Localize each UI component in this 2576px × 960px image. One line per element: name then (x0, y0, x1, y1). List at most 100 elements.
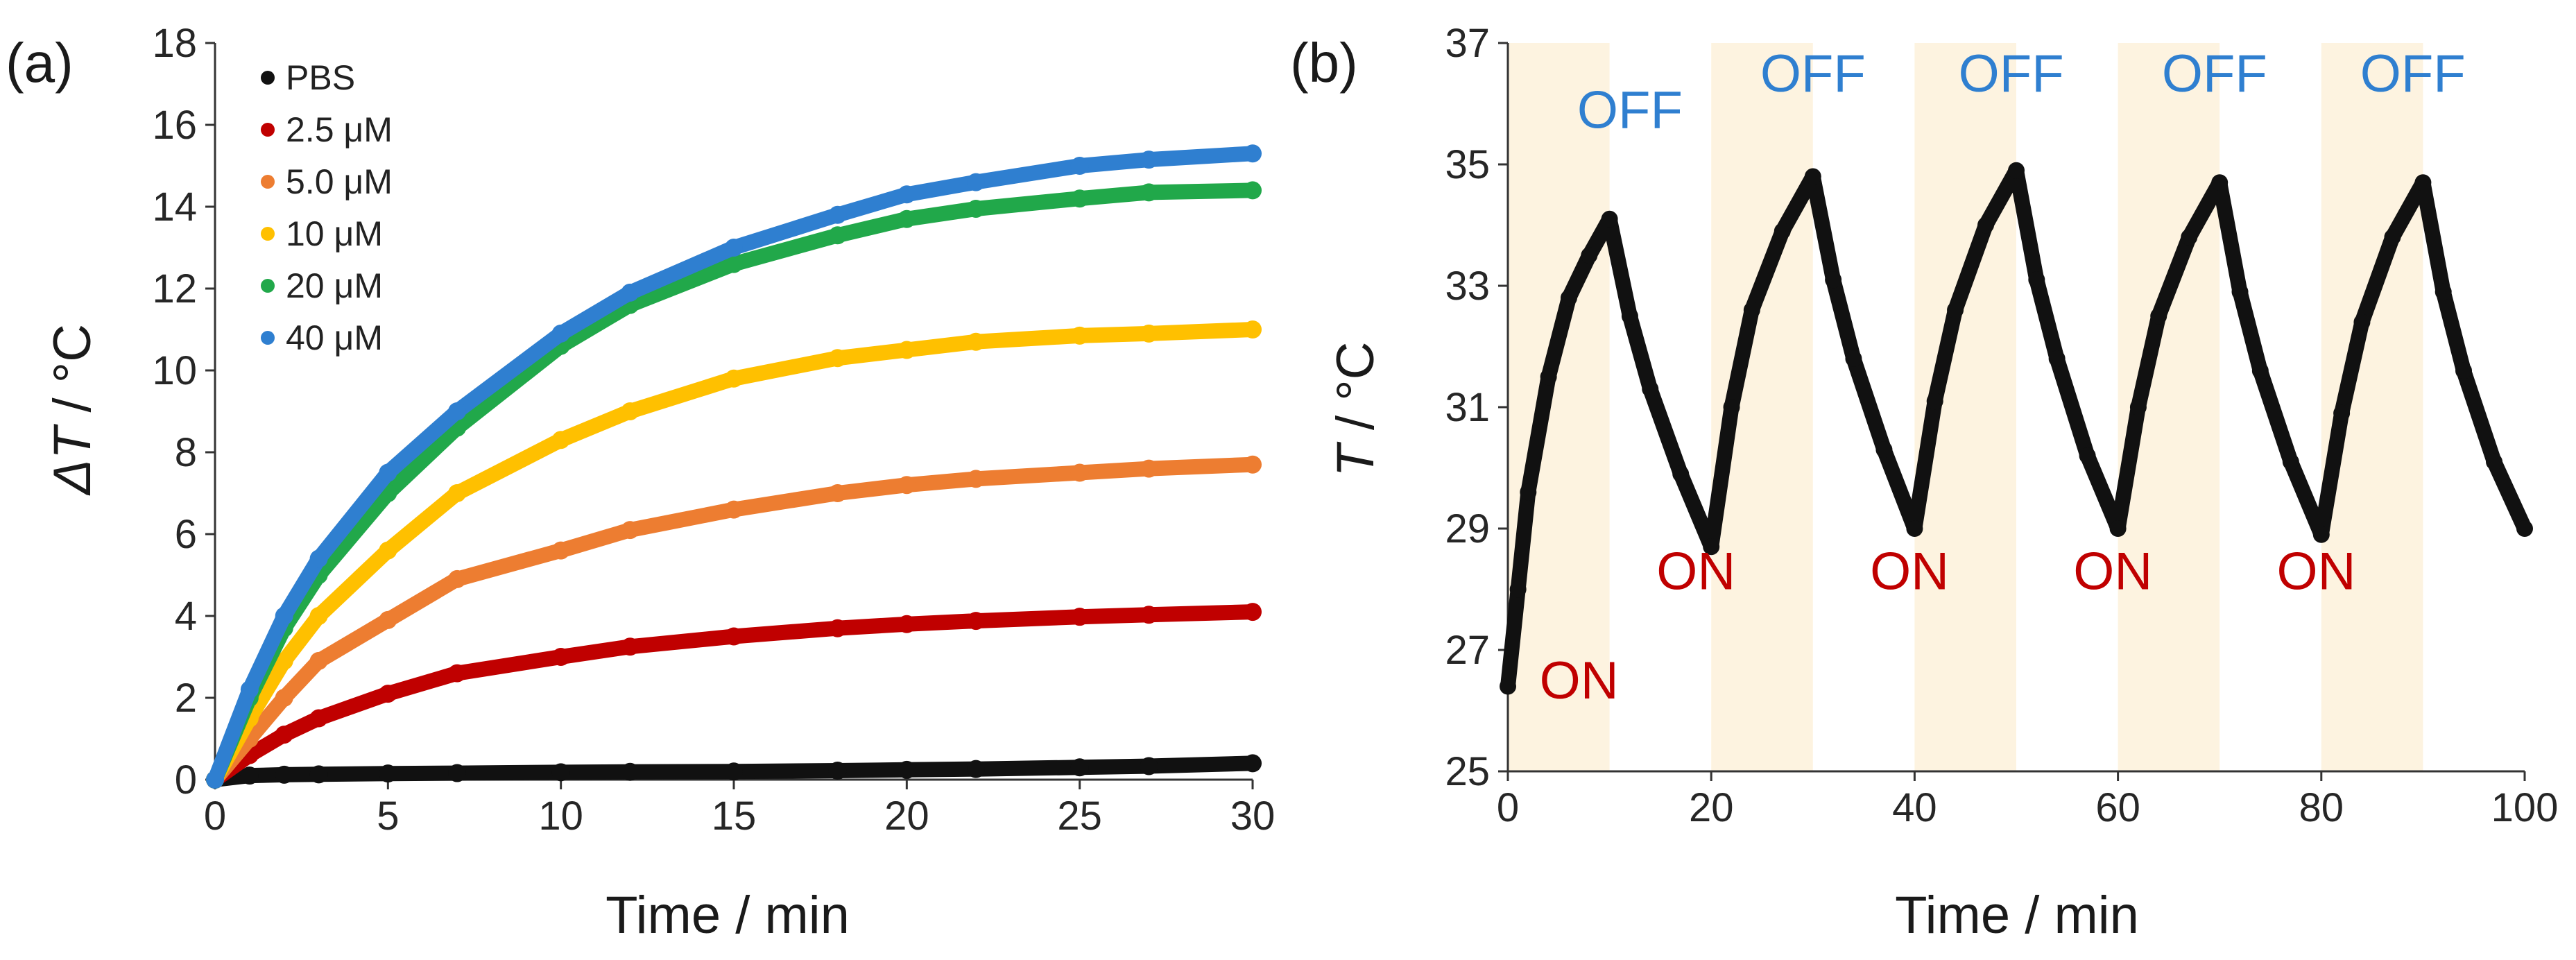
panel-a-x-axis-title: Time / min (606, 886, 850, 945)
panel-a-series-20-m-point (1244, 181, 1262, 200)
panel-a-x-tick-label: 30 (1230, 794, 1276, 839)
panel-a-y-tick-label: 14 (152, 185, 197, 230)
panel-b-series-temperature-point (2008, 162, 2025, 179)
panel-b-y-tick-label: 35 (1445, 142, 1490, 187)
panel-b-annotation-off: OFF (2162, 44, 2267, 103)
panel-a-series-40-m-point (828, 205, 847, 224)
panel-b-series-temperature-point (1845, 350, 1862, 367)
panel-b-series-temperature-point (2333, 404, 2351, 422)
panel-a-series-40-m-point (275, 607, 293, 625)
panel-a-chart: (a) 0 5 10 15 20 25 30 0 2 4 6 8 10 12 14 16 18 PBS 2.5 μ… (6, 21, 1275, 945)
panel-b-annotation-off: OFF (2360, 44, 2466, 103)
panel-a-series-10-m-point (379, 541, 397, 560)
panel-a-series-20-m-point (967, 199, 986, 218)
panel-a-series-40-m-point (1070, 157, 1089, 175)
panel-a-label: (a) (6, 32, 74, 94)
panel-a-series-pbs-point (725, 762, 743, 781)
panel-a-series-20-m-point (828, 226, 847, 245)
panel-b-y-axis-unit: / °C (1326, 341, 1385, 445)
panel-a-series-2-5-m-point (448, 664, 467, 683)
panel-a-series-pbs-point (1244, 754, 1262, 773)
panel-a-series-5-0-m-point (379, 610, 397, 629)
panel-b-annotation-off: OFF (1577, 81, 1683, 140)
panel-a-series-20-m-point (898, 209, 916, 228)
panel-a-series-5-0-m-point (1070, 463, 1089, 482)
panel-b-series-temperature-point (1774, 223, 1791, 240)
panel-a-series-5-0-m-point (1244, 455, 1262, 474)
panel-a-series-2-5-m-point (551, 648, 570, 666)
legend-marker-5-0-m (261, 175, 275, 189)
panel-b-series-temperature-point (2312, 526, 2330, 543)
panel-a-series-10-m-point (621, 402, 639, 420)
panel-a-series-2-5-m-point (621, 637, 639, 656)
panel-a-series-5-0-m-point (275, 689, 293, 707)
panel-b-laser-on-band (1508, 43, 1610, 771)
panel-a-series-40-m-point (551, 324, 570, 343)
panel-a-series-pbs-point (448, 764, 467, 782)
panel-b-annotation-off: OFF (1760, 44, 1866, 103)
panel-a-y-tick-label: 10 (152, 348, 197, 393)
panel-a-series-2-5-m-point (898, 615, 916, 633)
panel-a-x-tick-label: 5 (377, 794, 399, 839)
panel-b-y-axis-symbol: T (1326, 442, 1385, 477)
panel-b-series-temperature-point (2150, 307, 2167, 325)
legend-label-40-m: 40 μM (286, 318, 383, 357)
panel-a-series-pbs-point (1070, 758, 1089, 777)
panel-b-x-tick-label: 100 (2491, 785, 2559, 830)
panel-b-annotation-on: ON (1656, 542, 1735, 601)
panel-b-series-temperature-point (2282, 453, 2299, 470)
panel-a-series-5-0-m-point (309, 651, 328, 670)
panel-a-series-20-m-point (1140, 183, 1158, 202)
panel-a-y-tick-label: 12 (152, 266, 197, 311)
panel-a-series-2-5-m-point (725, 627, 743, 646)
legend-marker-pbs (261, 71, 275, 85)
panel-b-series-temperature-point (1743, 302, 1760, 318)
legend-marker-10-m (261, 227, 275, 241)
panel-a-series-40-m-point (898, 185, 916, 204)
panel-b-annotation-on: ON (1870, 542, 1949, 601)
panel-b-series-temperature-point (2516, 520, 2533, 537)
legend-marker-20-m (261, 279, 275, 293)
panel-a-x-tick-label: 20 (884, 794, 929, 839)
panel-a-series-pbs-point (379, 764, 397, 783)
legend-label-20-m: 20 μM (286, 266, 383, 305)
panel-b-series-temperature-point (1581, 247, 1598, 264)
panel-a-series-5-0-m-point (551, 541, 570, 560)
panel-a-series-pbs-point (275, 765, 293, 784)
panel-b-series-temperature-point (2384, 229, 2401, 246)
panel-a-series-pbs-point (828, 762, 847, 780)
panel-a-series-pbs-point (967, 760, 986, 778)
panel-a-series-2-5-m-point (967, 612, 986, 631)
panel-b-series-temperature-point (2028, 271, 2045, 289)
panel-a-y-tick-label: 2 (175, 676, 197, 721)
panel-a-x-tick-label: 0 (204, 794, 226, 839)
panel-b-y-tick-label: 37 (1445, 21, 1490, 66)
panel-b-label: (b) (1290, 32, 1358, 94)
panel-b-y-axis-title: T / °C (1326, 341, 1385, 477)
panel-a-series-10-m-point (1140, 324, 1158, 343)
panel-b-series-temperature-point (2181, 229, 2198, 246)
panel-a-series-40-m-point (379, 463, 397, 482)
panel-a-series-2-5-m-point (1070, 608, 1089, 626)
panel-b-x-tick-label: 20 (1689, 785, 1734, 830)
panel-b-x-tick-label: 80 (2299, 785, 2344, 830)
panel-b-x-tick-label: 40 (1892, 785, 1937, 830)
panel-a-series-5-0-m-point (828, 484, 847, 502)
panel-a-series-10-m-point (828, 349, 847, 368)
panel-a-series-10-m-point (898, 341, 916, 359)
panel-a-series-pbs-point (551, 763, 570, 782)
panel-b-y-tick-label: 25 (1445, 749, 1490, 794)
panel-a-y-tick-label: 6 (175, 512, 197, 557)
panel-a-series-20-m-point (725, 255, 743, 273)
panel-b-series-temperature-point (2129, 399, 2147, 415)
panel-a-series-2-5-m-point (309, 709, 328, 728)
panel-a-series-2-5-m-point (1140, 606, 1158, 624)
panel-a-legend: PBS 2.5 μM 5.0 μM 10 μM 20 μM 40 μM (261, 58, 393, 357)
panel-b-series-temperature-point (1906, 520, 1923, 537)
panel-a-series-2-5-m-point (379, 685, 397, 703)
panel-a-series-pbs-point (1140, 757, 1158, 775)
panel-b-y-tick-label: 29 (1445, 506, 1490, 551)
panel-b-series-temperature-point (1672, 465, 1690, 483)
panel-a-y-tick-label: 16 (152, 103, 197, 148)
panel-a-series-5-0-m-point (448, 569, 467, 588)
